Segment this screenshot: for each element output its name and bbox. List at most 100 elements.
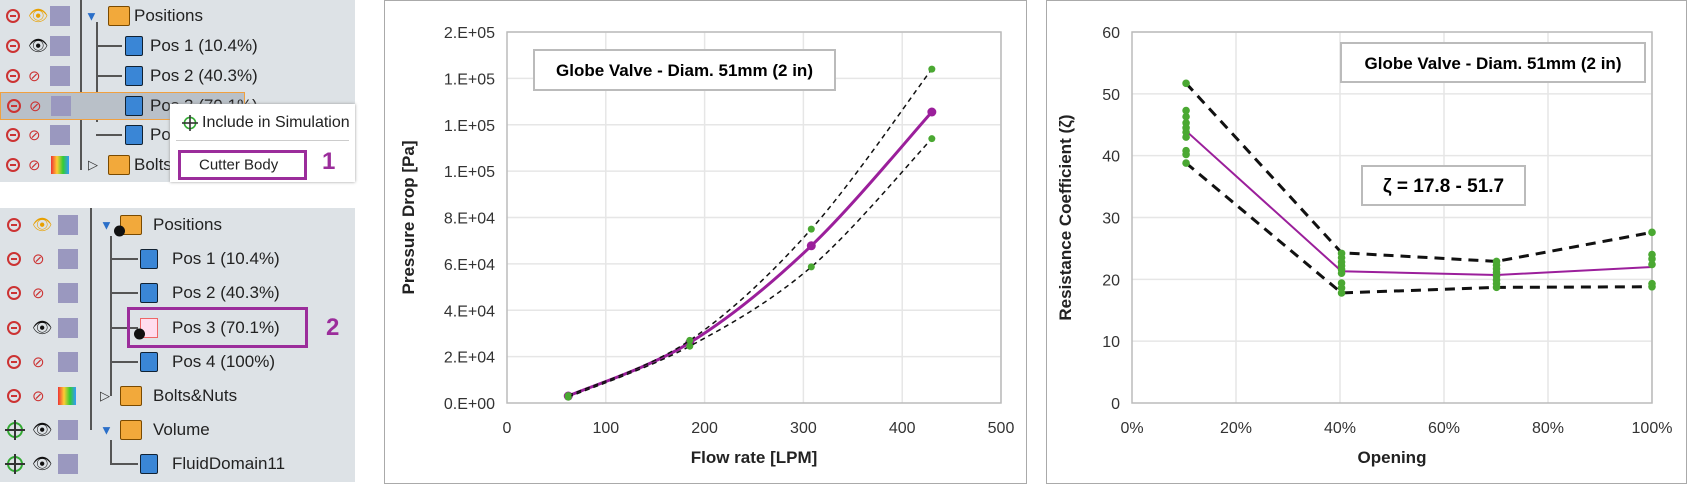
eye-off-icon[interactable]: ⊘ [32,251,45,268]
tree-line [110,361,138,363]
tree-row-positions[interactable]: 👁 ▼ Positions [0,2,355,30]
menu-item-include-in-simulation[interactable]: Include in Simulation [178,110,350,136]
cube-icon [125,66,143,86]
annotation-text: Globe Valve - Diam. 51mm (2 in) [556,61,813,80]
tree-line [96,134,122,136]
minus-circle-icon[interactable] [6,69,20,83]
minus-circle-icon[interactable] [7,321,21,335]
crosshair-icon[interactable] [5,454,25,474]
tree-row[interactable]: ⊘ Pos 2 (40.3%) [0,279,355,307]
expand-triangle-icon[interactable]: ▼ [85,8,98,24]
color-swatch[interactable] [58,454,78,474]
expand-triangle-icon[interactable]: ▼ [100,422,113,438]
eye-off-icon[interactable]: ⊘ [28,68,41,85]
minus-circle-icon[interactable] [7,252,21,266]
tree-row[interactable]: ⊘ Pos 4 (100%) [0,348,355,376]
cube-icon [125,36,143,56]
tree-line [96,22,98,122]
color-swatch[interactable] [51,96,71,116]
assembly-icon [120,386,142,406]
minus-circle-icon[interactable] [7,99,21,113]
eye-icon[interactable]: 👁 [32,456,53,473]
series-line-upper [1184,82,1653,263]
minus-circle-icon[interactable] [6,9,20,23]
color-swatch[interactable] [58,318,78,338]
x-tick-label: 300 [790,420,817,437]
x-tick-label: 400 [889,420,916,437]
color-swatch[interactable] [58,420,78,440]
tree-label: Pos 2 (40.3%) [172,283,280,302]
minus-circle-icon[interactable] [7,389,21,403]
eye-off-icon[interactable]: ⊘ [32,388,45,405]
color-swatch[interactable] [50,125,70,145]
data-point-sample [1337,289,1346,297]
x-tick-label: 40% [1324,420,1356,437]
tree-row[interactable]: 👁 ▼ Positions [0,211,355,239]
series-line-upper [567,68,933,397]
tree-label: Volume [153,420,210,439]
tree-label: Pos 3 (70.1%) [172,318,280,337]
color-swatch[interactable] [58,387,76,405]
collapse-triangle-icon[interactable]: ▷ [88,157,98,172]
tree-line [110,463,138,465]
color-swatch[interactable] [58,352,78,372]
minus-circle-icon[interactable] [6,158,20,172]
data-point-lower [807,263,815,271]
expand-triangle-icon[interactable]: ▼ [100,217,113,233]
tree-label: Pos 2 (40.3%) [150,66,258,85]
menu-item-cutter-body[interactable]: Cutter Body [178,150,307,180]
multicolor-swatch[interactable] [51,156,69,174]
minus-circle-icon[interactable] [6,128,20,142]
eye-off-icon[interactable]: ⊘ [32,285,45,302]
tree-label: Pos 4 (100%) [172,352,275,371]
data-point-sample [1182,79,1190,88]
tree-label: Positions [153,215,222,234]
tree-label: Pos 1 (10.4%) [150,36,258,55]
y-tick-label: 0.E+00 [444,396,495,413]
eye-icon[interactable]: 👁 [32,422,53,439]
color-swatch[interactable] [58,283,78,303]
color-swatch[interactable] [58,215,78,235]
tree-row[interactable]: 👁 FluidDomain11 [0,450,355,478]
tree-row[interactable]: 👁 ▼ Volume [0,416,355,444]
color-swatch[interactable] [50,66,70,86]
tree-label: Positions [134,6,203,25]
minus-circle-icon[interactable] [6,39,20,53]
eye-off-icon[interactable]: ⊘ [28,157,41,174]
tree-row[interactable]: ⊘ Pos 1 (10.4%) [0,245,355,273]
data-point-upper [686,336,694,344]
eye-partial-icon[interactable]: 👁 [32,217,53,234]
step-label-2: 2 [326,314,340,341]
color-swatch[interactable] [50,6,70,26]
tree-line [110,292,138,294]
y-tick-label: 50 [1102,87,1120,104]
tree-line [96,75,122,77]
tree-label: Pos 1 (10.4%) [172,249,280,268]
tree-row[interactable]: 👁 Pos 3 (70.1%) [0,314,355,342]
data-point-sample [1492,283,1501,292]
tree-row-pos2[interactable]: ⊘ Pos 2 (40.3%) [0,62,355,90]
eye-partial-icon[interactable]: 👁 [28,8,49,25]
minus-circle-icon[interactable] [7,355,21,369]
eye-icon[interactable]: 👁 [32,320,53,337]
x-axis-label: Opening [1358,448,1427,467]
crosshair-icon[interactable] [5,420,25,440]
y-axis-label: Pressure Drop [Pa] [399,141,418,295]
minus-badge-icon [134,328,145,340]
tree-panel-top: 👁 ▼ Positions 👁 Pos 1 (10.4%) ⊘ Pos 2 (4… [0,0,355,182]
eye-off-icon[interactable]: ⊘ [28,127,41,144]
minus-circle-icon[interactable] [7,286,21,300]
eye-off-icon[interactable]: ⊘ [32,354,45,371]
tree-row-pos1[interactable]: 👁 Pos 1 (10.4%) [0,32,355,60]
color-swatch[interactable] [58,249,78,269]
x-tick-label: 80% [1532,420,1564,437]
eye-off-icon[interactable]: ⊘ [29,98,42,115]
color-swatch[interactable] [50,36,70,56]
x-tick-label: 500 [988,420,1015,437]
tree-row[interactable]: ⊘ ▷ Bolts&Nuts [0,382,355,410]
x-tick-label: 0 [503,420,512,437]
eye-icon[interactable]: 👁 [28,38,49,55]
minus-circle-icon[interactable] [7,218,21,232]
collapse-triangle-icon[interactable]: ▷ [100,388,110,403]
annotation-box-zeta-range: ζ = 17.8 - 51.7 [1361,165,1526,206]
